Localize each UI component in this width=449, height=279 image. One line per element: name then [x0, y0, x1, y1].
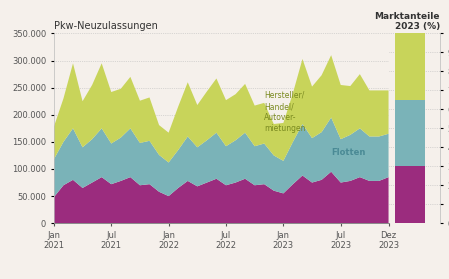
- Text: Pkw-Neuzulassungen: Pkw-Neuzulassungen: [54, 21, 158, 31]
- Bar: [395, 100, 425, 166]
- Bar: [395, 33, 425, 100]
- Text: Flotten: Flotten: [331, 148, 365, 157]
- Bar: [395, 166, 425, 223]
- Text: Hersteller/
Handel/
Autover-
mietungen: Hersteller/ Handel/ Autover- mietungen: [264, 91, 306, 133]
- Text: Privat: Privat: [331, 196, 360, 205]
- Text: Marktanteile
2023 (%): Marktanteile 2023 (%): [374, 12, 440, 31]
